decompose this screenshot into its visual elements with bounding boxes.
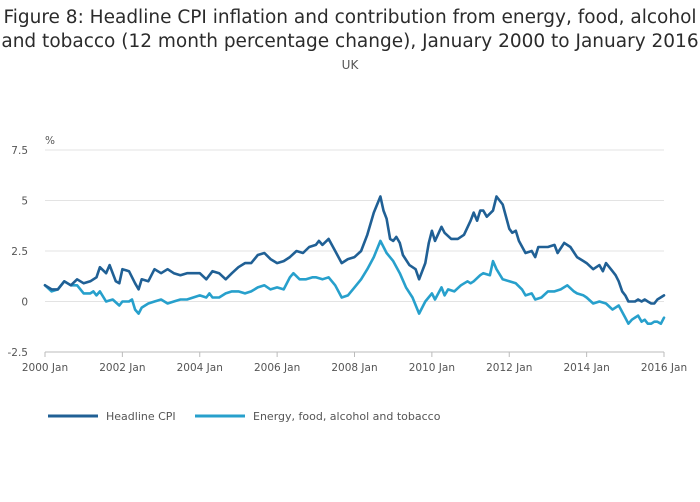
y-tick-label: 5 (21, 196, 28, 208)
x-tick-label: 2004 Jan (177, 362, 223, 374)
chart-title: Figure 8: Headline CPI inflation and con… (0, 6, 700, 54)
legend-energy-food-alcohol-tobacco-label: Energy, food, alcohol and tobacco (253, 410, 441, 423)
y-axis-unit-label: % (45, 135, 55, 147)
x-tick-label: 2010 Jan (409, 362, 455, 374)
y-tick-label: 7.5 (11, 145, 28, 157)
x-tick-label: 2008 Jan (331, 362, 377, 374)
x-tick-label: 2012 Jan (486, 362, 532, 374)
chart-title-line-2: and tobacco (12 month percentage change)… (1, 31, 699, 52)
y-tick-label: -2.5 (8, 347, 29, 359)
y-tick-label: 0 (21, 297, 28, 309)
chart-subtitle: UK (341, 58, 359, 72)
x-tick-label: 2014 Jan (564, 362, 610, 374)
x-tick-label: 2002 Jan (99, 362, 145, 374)
legend-headline-cpi-label: Headline CPI (106, 410, 176, 423)
chart-title-line-1: Figure 8: Headline CPI inflation and con… (3, 7, 697, 28)
series-line-energy-food-alcohol-tobacco (43, 239, 666, 325)
x-tick-label: 2016 Jan (641, 362, 687, 374)
y-tick-label: 2.5 (11, 246, 28, 258)
series-line-headline-cpi (43, 195, 666, 305)
x-tick-label: 2000 Jan (22, 362, 68, 374)
x-tick-label: 2006 Jan (254, 362, 300, 374)
